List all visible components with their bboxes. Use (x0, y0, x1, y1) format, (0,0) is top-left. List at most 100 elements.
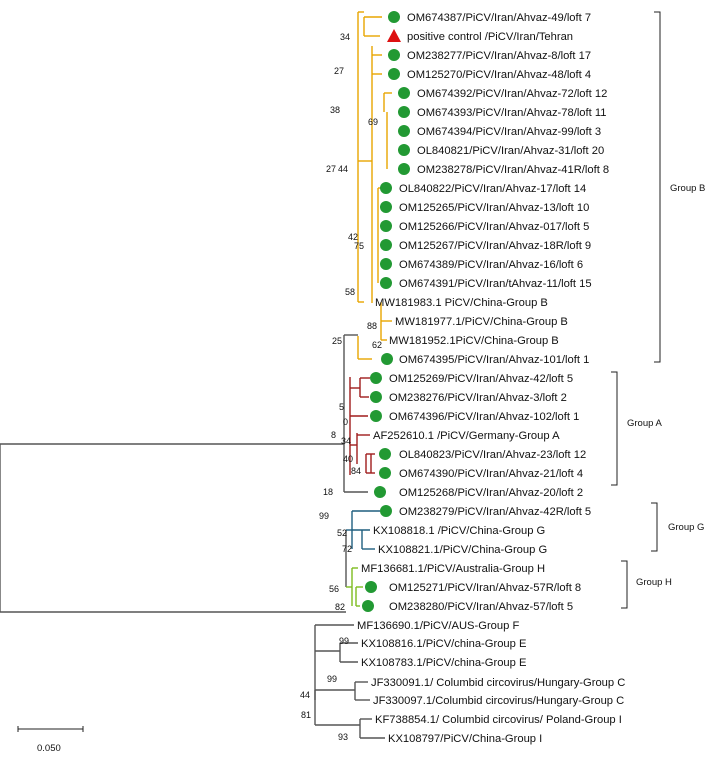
green-circle-icon (380, 258, 392, 270)
bootstrap-value: 34 (341, 436, 351, 446)
green-circle-icon (381, 353, 393, 365)
group-brackets: Group B Group A Group G Group H (611, 11, 705, 609)
taxon-label: OM125266/PiCV/Iran/Ahvaz-017/loft 5 (399, 221, 589, 233)
taxon-label: OM238280/PiCV/Iran/Ahvaz-57/loft 5 (389, 601, 573, 613)
green-circle-icon (380, 201, 392, 213)
bootstrap-value: 81 (301, 710, 311, 720)
group-bracket (651, 502, 658, 552)
green-circle-icon (380, 277, 392, 289)
group-label: Group A (627, 418, 663, 429)
bootstrap-value: 25 (332, 336, 342, 346)
bootstrap-value: 99 (339, 636, 349, 646)
taxon-label: OM674389/PiCV/Iran/Ahvaz-16/loft 6 (399, 259, 583, 271)
taxon-label: OM674396/PiCV/Iran/Ahvaz-102/loft 1 (389, 411, 579, 423)
taxon-label: MW181977.1/PiCV/China-Group B (395, 316, 568, 328)
group-label: Group G (668, 522, 704, 533)
taxon-label: MF136690.1/PiCV/AUS-Group F (357, 620, 519, 632)
green-circle-icon (379, 467, 391, 479)
taxon-label: KX108821.1/PiCV/China-Group G (378, 544, 547, 556)
green-circle-icon (370, 372, 382, 384)
bootstrap-value: 72 (342, 544, 352, 554)
taxon-label: OM674390/PiCV/Iran/Ahvaz-21/loft 4 (399, 468, 583, 480)
bootstrap-value: 38 (330, 105, 340, 115)
taxon-label: KF738854.1/ Columbid circovirus/ Poland-… (375, 714, 622, 726)
green-circle-icon (388, 11, 400, 23)
green-circle-icon (398, 87, 410, 99)
taxon-label: JF330097.1/Columbid circovirus/Hungary-G… (373, 695, 624, 707)
taxon-label: OM125265/PiCV/Iran/Ahvaz-13/loft 10 (399, 202, 589, 214)
green-circle-icon (380, 239, 392, 251)
green-circle-icon (398, 125, 410, 137)
group-bracket (611, 371, 618, 486)
bootstrap-value: 69 (368, 117, 378, 127)
bootstrap-value: 34 (340, 32, 350, 42)
bootstrap-value: 18 (323, 487, 333, 497)
bootstrap-value: 93 (338, 732, 348, 742)
taxon-label: positive control /PiCV/Iran/Tehran (407, 31, 573, 43)
scale-bar-label: 0.050 (37, 743, 61, 754)
taxon-label: OM674394/PiCV/Iran/Ahvaz-99/loft 3 (417, 126, 601, 138)
bootstrap-value: 0 (343, 417, 348, 427)
bootstrap-value: 40 (343, 454, 353, 464)
taxon-label: OM238276/PiCV/Iran/Ahvaz-3/loft 2 (389, 392, 567, 404)
taxon-label: OM238279/PiCV/Iran/Ahvaz-42R/loft 5 (399, 506, 591, 518)
bootstrap-value: 27 (326, 164, 336, 174)
green-circle-icon (365, 581, 377, 593)
green-circle-icon (380, 505, 392, 517)
taxon-label: AF252610.1 /PiCV/Germany-Group A (373, 430, 560, 442)
taxon-label: MW181983.1 PiCV/China-Group B (375, 297, 548, 309)
tree-branches (0, 11, 392, 739)
red-triangle-icon (387, 29, 401, 42)
taxon-label: OL840821/PiCV/Iran/Ahvaz-31/loft 20 (417, 145, 604, 157)
bootstrap-value: 5 (339, 402, 344, 412)
taxon-label: MF136681.1/PiCV/Australia-Group H (361, 563, 545, 575)
scale-bar: 0.050 (17, 726, 84, 754)
taxon-label: OM125270/PiCV/Iran/Ahvaz-48/loft 4 (407, 69, 591, 81)
taxon-label: KX108797/PiCV/China-Group I (388, 733, 542, 745)
group-bracket (654, 11, 661, 363)
group-label: Group H (636, 577, 672, 588)
green-circle-icon (398, 144, 410, 156)
group-label: Group B (670, 183, 705, 194)
taxon-label: OM238277/PiCV/Iran/Ahvaz-8/loft 17 (407, 50, 591, 62)
group-bracket (621, 560, 628, 609)
green-circle-icon (398, 163, 410, 175)
taxon-label: KX108783.1/PiCV/china-Group E (361, 657, 526, 669)
green-circle-icon (370, 410, 382, 422)
taxon-markers (362, 11, 410, 612)
taxon-label: OM238278/PiCV/Iran/Ahvaz-41R/loft 8 (417, 164, 609, 176)
green-circle-icon (370, 391, 382, 403)
green-circle-icon (388, 68, 400, 80)
taxon-label: OL840822/PiCV/Iran/Ahvaz-17/loft 14 (399, 183, 586, 195)
taxon-label: JF330091.1/ Columbid circovirus/Hungary-… (371, 677, 625, 689)
taxon-label: OM674392/PiCV/Iran/Ahvaz-72/loft 12 (417, 88, 607, 100)
bootstrap-value: 82 (335, 602, 345, 612)
taxon-label: OM125271/PiCV/Iran/Ahvaz-57R/loft 8 (389, 582, 581, 594)
bootstrap-value: 99 (319, 511, 329, 521)
bootstrap-value: 27 (334, 66, 344, 76)
bootstrap-value: 75 (354, 241, 364, 251)
bootstrap-value: 84 (351, 466, 361, 476)
taxon-label: OL840823/PiCV/Iran/Ahvaz-23/loft 12 (399, 449, 586, 461)
taxon-label: OM125269/PiCV/Iran/Ahvaz-42/loft 5 (389, 373, 573, 385)
green-circle-icon (362, 600, 374, 612)
bootstrap-value: 8 (331, 430, 336, 440)
taxon-label: OM674393/PiCV/Iran/Ahvaz-78/loft 11 (417, 107, 606, 119)
bootstrap-value: 58 (345, 287, 355, 297)
taxon-label: OM125268/PiCV/Iran/Ahvaz-20/loft 2 (399, 487, 583, 499)
taxon-label: OM674395/PiCV/Iran/Ahvaz-101/loft 1 (399, 354, 589, 366)
green-circle-icon (398, 106, 410, 118)
bootstrap-value: 56 (329, 584, 339, 594)
taxon-label: MW181952.1PiCV/China-Group B (389, 335, 559, 347)
taxon-label: OM674391/PiCV/Iran/tAhvaz-11/loft 15 (399, 278, 592, 290)
bootstrap-value: 88 (367, 321, 377, 331)
green-circle-icon (374, 486, 386, 498)
taxon-label: KX108818.1 /PiCV/China-Group G (373, 525, 545, 537)
bootstrap-value: 44 (300, 690, 310, 700)
green-circle-icon (379, 448, 391, 460)
bootstrap-value: 99 (327, 674, 337, 684)
taxon-labels: OM674387/PiCV/Iran/Ahvaz-49/loft 7 positi… (357, 12, 625, 745)
bootstrap-value: 44 (338, 164, 348, 174)
